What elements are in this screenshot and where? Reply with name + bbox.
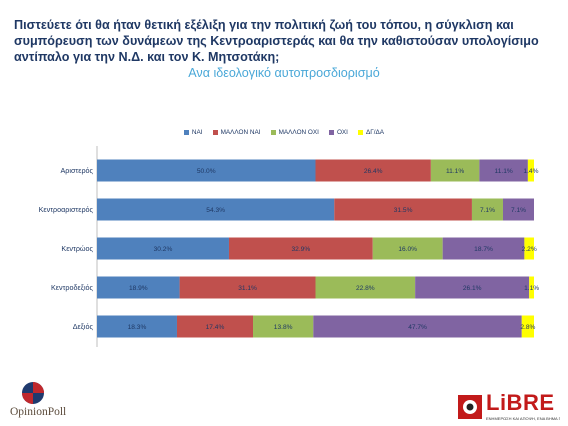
data-label: 32.9% [292,246,311,253]
legend-item: ΟΧΙ [328,129,348,136]
legend: ΝΑΙ ΜΑΛΛΟΝ ΝΑΙ ΜΑΛΛΟΝ ΟΧΙ ΟΧΙ ΔΓ/ΔΑ [0,129,568,136]
legend-swatch [357,130,363,135]
legend-item: ΝΑΙ [183,129,203,136]
bar-segment [313,315,522,338]
data-label: 7.1% [511,207,526,214]
bar-segment [228,237,373,260]
data-label: 30.2% [154,246,173,253]
data-label: 2.8% [520,324,535,331]
data-label: 1.4% [523,168,538,175]
bar-segment [315,276,416,299]
bar-segment [334,198,472,221]
data-label: 54.3% [206,207,225,214]
libre-emblem-icon [458,395,482,419]
bar-segment [253,315,314,338]
chart-title: Πιστεύετε ότι θα ήταν θετική εξέλιξη για… [14,18,539,64]
bar-segment [97,315,177,338]
data-label: 11.1% [495,168,513,175]
legend-item: ΜΑΛΛΟΝ ΝΑΙ [212,129,261,136]
data-label: 50.0% [197,168,216,175]
legend-swatch [328,130,334,135]
bar-segment [502,198,534,221]
bar-segment [521,315,534,338]
bar-segment [471,198,503,221]
legend-label: ΟΧΙ [336,129,348,136]
data-label: 18.7% [474,246,493,253]
bar-segment [372,237,443,260]
libre-tagline: ΕΝΗΜΕΡΩΣΗ ΚΑΙ ΑΠΟΨΗ, ΕΝΑ ΒΗΜΑ ΠΡΙΝ ΑΠΟ Τ… [486,416,560,421]
legend-swatch [270,130,276,135]
bar-segment [97,159,316,182]
data-label: 31.5% [394,207,413,214]
data-label: 13.8% [274,324,293,331]
bar-segment [430,159,480,182]
data-label: 18.3% [128,324,147,331]
bar-segment [97,237,229,260]
legend-label: ΝΑΙ [191,129,203,136]
bar-segment [179,276,316,299]
data-label: 22.8% [356,285,375,292]
legend-label: ΔΓ/ΔΑ [365,129,385,136]
data-label: 7.1% [480,207,495,214]
opinionpoll-circle-icon [22,382,44,404]
chart-subtitle: Ανα ιδεολογικό αυτοπροσδιορισμό [188,66,380,80]
bar-segment [524,237,534,260]
data-label: 26.4% [364,168,383,175]
category-label: Κεντρώος [61,244,93,253]
legend-label: ΜΑΛΛΟΝ ΟΧΙ [278,129,319,136]
data-label: 31.1% [238,285,257,292]
bar-segment [442,237,525,260]
libre-logo: LiBRE ΕΝΗΜΕΡΩΣΗ ΚΑΙ ΑΠΟΨΗ, ΕΝΑ ΒΗΜΑ ΠΡΙΝ… [456,390,560,424]
opinionpoll-logo: OpinionPoll [10,380,80,424]
bar-segment [176,315,254,338]
libre-wordmark: LiBRE [486,390,555,415]
data-label: 17.4% [206,324,225,331]
opinionpoll-wordmark: OpinionPoll [10,406,67,418]
data-label: 16.0% [398,246,417,253]
category-label: Αριστερός [60,166,93,175]
category-label: Δεξιός [73,322,94,331]
data-label: 18.9% [129,285,148,292]
legend-swatch [212,130,218,135]
data-label: 2.2% [522,246,537,253]
bar-segment [415,276,530,299]
bar-segment [97,276,180,299]
legend-item: ΜΑΛΛΟΝ ΟΧΙ [270,129,319,136]
data-label: 1.1% [524,285,539,292]
bar-segment [315,159,431,182]
data-label: 26.1% [463,285,482,292]
bar-segment [97,198,335,221]
bar-segment [529,276,534,299]
bar-segment [479,159,528,182]
category-label: Κεντροαριστερός [39,205,94,214]
data-label: 47.7% [408,324,427,331]
data-label: 11.1% [446,168,464,175]
category-label: Κεντροδεξιός [51,283,94,292]
legend-swatch [183,130,189,135]
legend-label: ΜΑΛΛΟΝ ΝΑΙ [220,129,261,136]
bar-segment [527,159,534,182]
legend-item: ΔΓ/ΔΑ [357,129,385,136]
